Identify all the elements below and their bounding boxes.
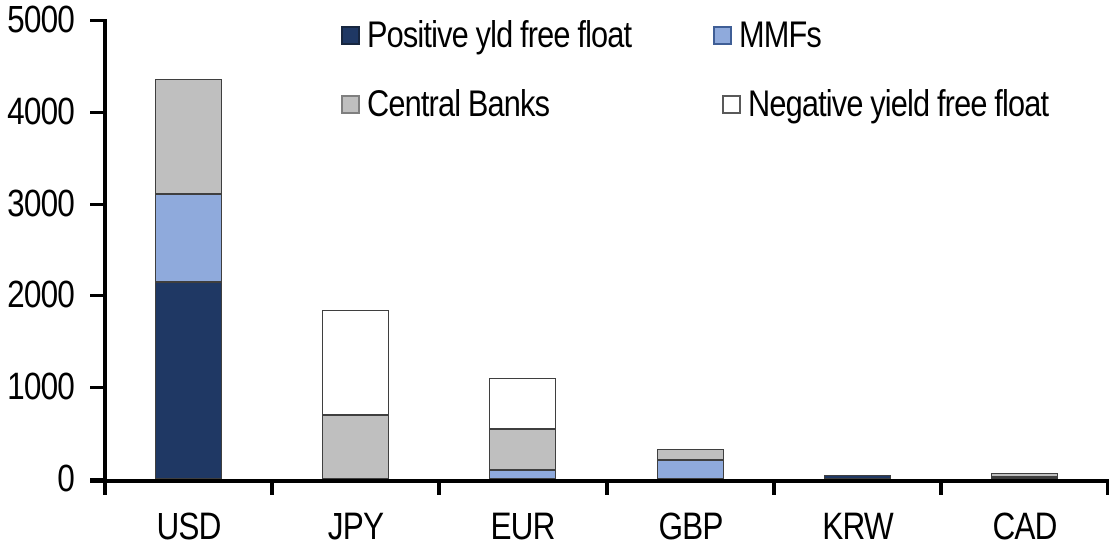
bar-segment-usd-mmfs bbox=[155, 194, 223, 282]
x-tick bbox=[771, 479, 776, 495]
category-label-cad: CAD bbox=[992, 506, 1057, 548]
bar-segment-gbp-mmfs bbox=[656, 459, 724, 479]
y-tick bbox=[90, 386, 105, 390]
category-label-usd: USD bbox=[156, 506, 222, 548]
bar-gbp bbox=[656, 448, 724, 479]
legend-item-central-banks: Central Banks bbox=[341, 84, 586, 124]
y-tick-label: 1000 bbox=[7, 366, 75, 409]
bar-jpy bbox=[322, 310, 390, 479]
y-tick-label: 0 bbox=[57, 458, 75, 500]
y-axis-line bbox=[103, 19, 107, 483]
x-tick bbox=[1106, 479, 1109, 495]
x-tick bbox=[437, 479, 442, 495]
y-tick bbox=[90, 294, 105, 298]
bar-segment-jpy-central-banks bbox=[322, 414, 390, 479]
bar-segment-cad-positive-yld-free-float bbox=[990, 476, 1058, 479]
bar-usd bbox=[155, 78, 223, 479]
y-tick bbox=[90, 110, 105, 114]
bar-segment-usd-positive-yld-free-float bbox=[155, 281, 223, 479]
legend-label: Central Banks bbox=[367, 83, 550, 124]
bar-segment-usd-central-banks bbox=[155, 78, 223, 195]
y-tick bbox=[90, 202, 105, 206]
y-tick bbox=[90, 478, 105, 481]
bar-krw bbox=[823, 474, 891, 479]
legend-label: Negative yield free float bbox=[748, 83, 1049, 124]
x-tick bbox=[270, 479, 275, 495]
legend-swatch-negative-yield-free-float bbox=[722, 94, 741, 114]
x-tick bbox=[103, 479, 107, 495]
bar-segment-eur-mmfs bbox=[489, 469, 557, 479]
x-axis-line bbox=[90, 479, 1108, 483]
category-label-jpy: JPY bbox=[328, 506, 384, 548]
y-tick-label: 2000 bbox=[7, 274, 75, 317]
x-tick bbox=[604, 479, 609, 495]
legend-item-negative-yield-free-float: Negative yield free float bbox=[722, 84, 1109, 124]
legend-swatch-mmfs bbox=[713, 25, 732, 45]
legend-swatch-positive-yld-free-float bbox=[341, 25, 360, 45]
bar-segment-krw-positive-yld-free-float bbox=[823, 474, 891, 479]
legend-item-mmfs: MMFs bbox=[713, 15, 838, 55]
bar-cad bbox=[990, 473, 1058, 479]
y-tick-label: 4000 bbox=[7, 90, 75, 133]
bar-eur bbox=[489, 378, 557, 479]
bar-segment-eur-central-banks bbox=[489, 429, 557, 470]
y-tick bbox=[90, 19, 105, 22]
category-label-gbp: GBP bbox=[658, 506, 723, 548]
bar-segment-cad-central-banks bbox=[990, 473, 1058, 477]
y-tick-label: 3000 bbox=[7, 182, 75, 225]
bar-segment-gbp-central-banks bbox=[656, 448, 724, 460]
x-tick bbox=[938, 479, 943, 495]
bar-segment-eur-negative-yield-free-float bbox=[489, 378, 557, 430]
legend-item-positive-yld-free-float: Positive yld free float bbox=[341, 15, 685, 55]
legend-label: MMFs bbox=[739, 14, 822, 55]
category-label-krw: KRW bbox=[821, 506, 893, 548]
legend-swatch-central-banks bbox=[341, 94, 360, 114]
y-tick-label: 5000 bbox=[7, 0, 75, 41]
bar-segment-jpy-negative-yield-free-float bbox=[322, 310, 390, 415]
category-label-eur: EUR bbox=[490, 506, 556, 548]
legend-label: Positive yld free float bbox=[367, 14, 632, 55]
